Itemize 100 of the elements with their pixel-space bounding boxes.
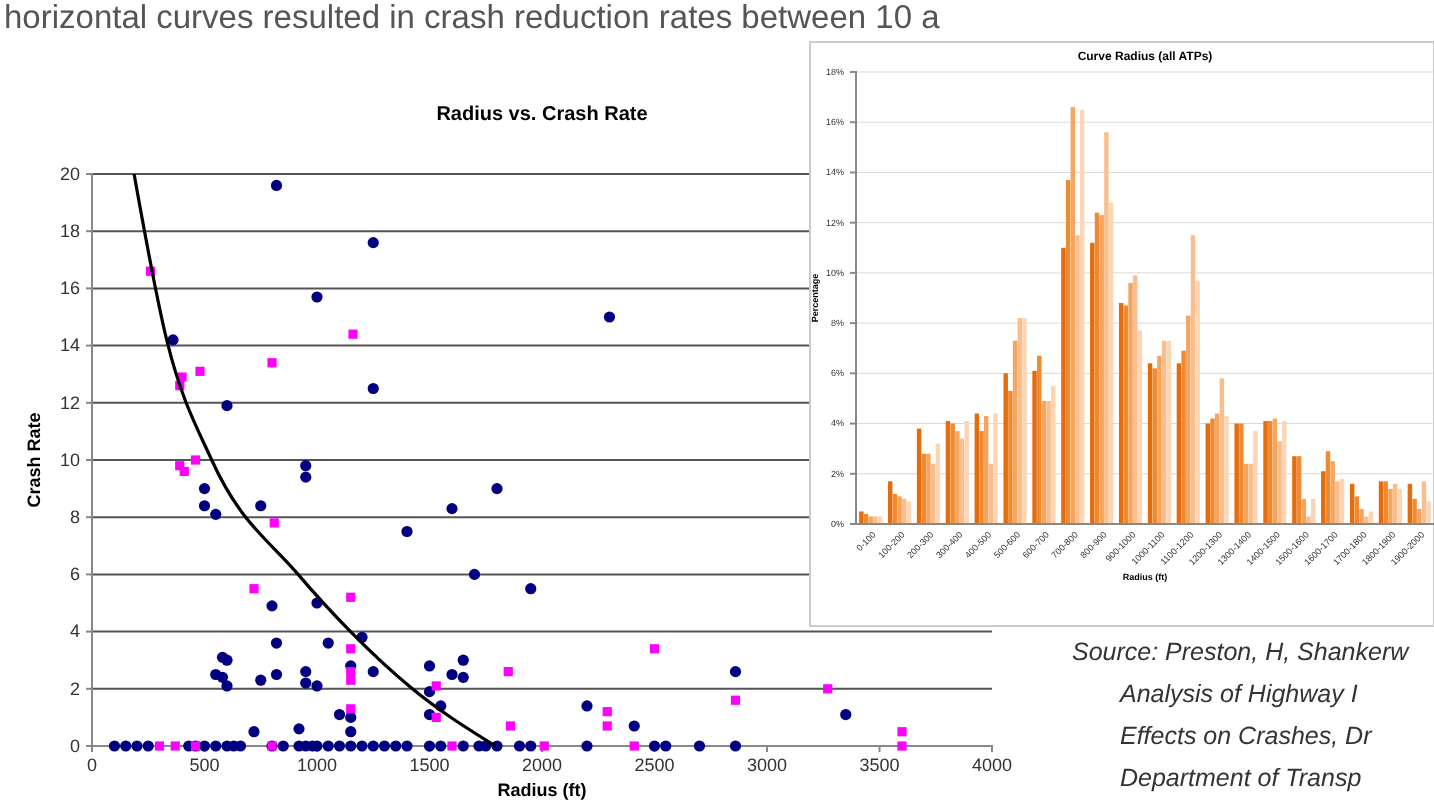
x-tick-label: 500 xyxy=(189,754,220,775)
y-tick-label: 4 xyxy=(69,621,80,642)
point xyxy=(897,727,907,737)
bar xyxy=(950,423,955,524)
point xyxy=(346,667,356,677)
point xyxy=(154,741,165,751)
point xyxy=(447,741,457,751)
point xyxy=(170,741,180,751)
text: Analysis of Highway I xyxy=(1118,680,1359,708)
point xyxy=(505,721,516,731)
x-tick-label: 1500 xyxy=(409,754,450,775)
text: Effects on Crashes, Dr xyxy=(1120,722,1374,750)
bar xyxy=(1359,508,1364,524)
x-tick-label: 2500 xyxy=(634,754,675,775)
bar xyxy=(1224,416,1229,524)
point xyxy=(629,741,639,751)
y-tick-label: 6 xyxy=(69,564,80,585)
y-tick-label: 0 xyxy=(69,735,80,756)
text: Department of Transp xyxy=(1120,764,1362,792)
x-tick-label: 3500 xyxy=(859,754,900,775)
x-tick-label: 1000 xyxy=(296,754,338,775)
bar xyxy=(1003,373,1008,524)
point xyxy=(897,741,907,751)
point xyxy=(346,675,356,685)
bar xyxy=(1070,107,1076,524)
point xyxy=(249,584,259,594)
y-tick-label: 20 xyxy=(59,163,80,184)
bar xyxy=(926,453,931,524)
x-tick-label: 0 xyxy=(86,754,98,775)
bar xyxy=(964,421,969,524)
bar xyxy=(1190,235,1196,524)
bar xyxy=(1417,508,1422,524)
bar xyxy=(868,516,873,524)
point xyxy=(190,455,201,465)
bar xyxy=(1133,275,1138,524)
bar xyxy=(1104,132,1109,524)
bar xyxy=(1282,421,1287,524)
bar xyxy=(1277,441,1282,524)
x-axis-title: Radius (ft) xyxy=(497,780,587,800)
bar xyxy=(955,431,960,524)
y-tick-label: 12 xyxy=(59,392,80,413)
bar xyxy=(1090,242,1095,524)
bar xyxy=(1426,501,1431,524)
point xyxy=(431,712,441,722)
point xyxy=(503,667,513,677)
bar xyxy=(1022,318,1027,524)
y-tick-label: 8 xyxy=(69,506,80,527)
bar xyxy=(1239,423,1244,524)
bar xyxy=(1075,235,1080,524)
point xyxy=(431,681,441,691)
bar xyxy=(1157,355,1162,524)
point xyxy=(269,518,279,528)
bar xyxy=(1008,390,1013,524)
x-tick-label: 2000 xyxy=(521,754,563,775)
bar xyxy=(1210,418,1215,524)
point xyxy=(346,592,356,602)
point xyxy=(195,366,205,376)
bar xyxy=(1099,215,1104,524)
bar xyxy=(1412,498,1417,524)
point xyxy=(602,707,612,717)
y-tick-label: 2 xyxy=(69,678,80,699)
bar xyxy=(993,413,998,524)
point xyxy=(348,329,358,339)
bar xyxy=(1263,421,1268,524)
bar xyxy=(1046,400,1051,524)
bar xyxy=(1195,280,1200,524)
bar xyxy=(1181,350,1186,524)
bar xyxy=(873,516,878,524)
point xyxy=(267,358,277,368)
bar xyxy=(1051,385,1056,524)
bar xyxy=(859,511,864,524)
point xyxy=(730,695,741,705)
point xyxy=(649,644,660,654)
point xyxy=(539,741,549,751)
bar xyxy=(1032,370,1037,524)
point xyxy=(823,684,833,694)
bar xyxy=(1383,481,1388,524)
bar xyxy=(979,431,984,524)
bar xyxy=(1253,431,1258,524)
y-tick-label: 14 xyxy=(59,335,80,356)
bar xyxy=(1128,282,1133,524)
chart-title: Radius vs. Crash Rate xyxy=(436,104,649,126)
bar xyxy=(1234,423,1239,524)
x-tick-label: 3000 xyxy=(746,754,788,775)
text: horizontal curves resulted in crash reduction rates between 10 a xyxy=(4,0,942,36)
bar xyxy=(1321,471,1326,524)
bar xyxy=(1292,456,1297,524)
y-axis-title: Crash Rate xyxy=(24,412,44,508)
bar xyxy=(1330,461,1335,524)
bar xyxy=(1065,179,1071,524)
y-tick-label: 10 xyxy=(59,449,80,470)
bar xyxy=(897,496,902,524)
source-note: Source: Preston, H, Shankerw xyxy=(1072,638,1411,666)
y-tick-label: 18 xyxy=(59,220,80,241)
bar xyxy=(1061,247,1066,524)
y-tick-label: 16 xyxy=(59,278,80,299)
bar xyxy=(1306,516,1311,524)
bar xyxy=(1186,315,1191,524)
point xyxy=(179,466,189,477)
point xyxy=(346,644,356,654)
